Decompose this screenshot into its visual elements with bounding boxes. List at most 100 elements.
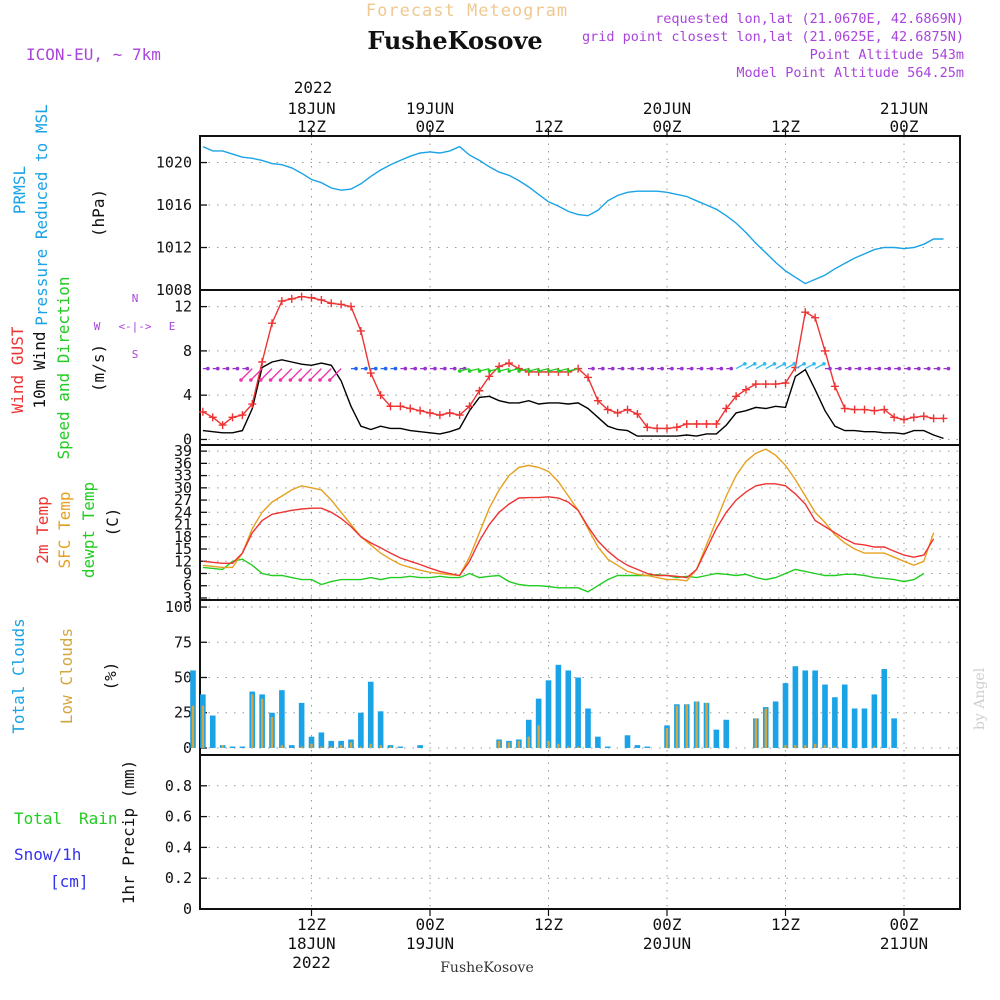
gust-marker [485,372,494,381]
total-cloud-bar [279,690,285,748]
low-cloud-bar [221,745,224,748]
low-cloud-bar [320,746,323,748]
wind-arrow-head [640,366,645,371]
low-cloud-bar [359,746,363,748]
total-cloud-bar [575,677,581,748]
total-cloud-bar [595,736,601,748]
wind-arrow-head [328,378,332,382]
pressure-unit: (hPa) [89,189,108,237]
gust-marker [228,413,237,422]
bottom-time-label: 21JUN [880,934,928,953]
gust-marker [376,391,385,400]
gust-marker [939,414,948,423]
bottom-time-label: 2022 [292,953,331,972]
total-cloud-bar [555,664,562,748]
wind-unit: (m/s) [89,344,108,392]
wind-arrow-head [268,378,273,382]
wind-arrow-head [457,369,462,373]
model-label: ICON-EU, ~ 7km [26,45,161,64]
wind-arrow-head [812,362,816,366]
temperature-ytick-label: 21 [174,516,192,534]
wind-arrow-head [857,366,862,371]
bottom-time-label: 00Z [890,915,919,934]
top-time-label: 12Z [771,117,800,136]
low-cloud-bar [675,705,679,748]
gust-marker [692,419,701,428]
rain-label-total: Total [14,809,62,828]
wind-arrow [299,368,312,381]
wind-arrow-head [660,366,664,371]
t2m-line [202,483,935,579]
gust-marker [248,400,257,409]
wind-arrow-head [752,362,757,366]
total-cloud-bar [891,718,897,748]
wind-arrow-head [729,366,734,371]
top-time-label: 21JUN [880,99,928,118]
low-cloud-bar [201,705,205,748]
gust-marker [811,313,820,322]
dewpoint-line [202,558,925,593]
total-cloud-bar [634,745,641,748]
gust-marker [297,292,306,301]
precipitation-ytick-label: 0.8 [165,777,192,795]
low-cloud-bar [547,740,550,748]
gust-marker [317,295,326,304]
gust-marker [465,402,474,411]
low-cloud-bar [794,745,797,748]
wind-arrow-head [591,366,595,371]
wind-arrow-head [867,366,872,371]
gust-marker [455,411,464,420]
gust-marker [584,373,592,382]
gust-marker [218,421,227,430]
wind-arrow-head [689,366,694,371]
gust-label: Wind GUST [8,326,27,413]
low-cloud-bar [379,745,382,748]
wind-arrow-head [762,362,767,366]
wind-label: 10m Wind [30,331,49,408]
wind-arrow-head [719,366,724,371]
credit-watermark: by Angel [972,667,988,730]
temperature-ytick-label: 18 [174,528,192,546]
temperature-panel-frame [199,444,961,601]
total-cloud-bar [644,746,651,748]
wind-arrow [280,368,293,381]
total-cloud-bar [871,694,878,748]
wind-arrow-head [887,366,892,371]
wind-arrow [270,368,283,381]
total-cloud-bar [535,698,542,748]
wind-arrow-head [413,366,418,371]
temperature-ytick-label: 27 [174,491,192,509]
gust-marker [366,369,375,378]
low-cloud-bar [576,746,580,748]
wind-arrow-head [443,366,447,371]
temperature-ytick-label: 9 [183,564,192,582]
gust-marker [208,413,217,422]
gust-marker [505,359,513,368]
wind-arrow-head [298,378,303,382]
wind-arrow-head [383,366,388,371]
total-cloud-bar [565,670,572,748]
precipitation-ytick-label: 0.6 [165,808,192,826]
gust-marker [653,424,662,433]
total-cloud-bar [841,684,848,748]
top-time-label: 20JUN [643,99,691,118]
wind-arrow-head [507,369,511,373]
total-cloud-bar [802,670,809,748]
total-cloud-bar [822,684,828,748]
wind-ytick-label: 12 [174,298,192,316]
total-cloud-bar [288,745,295,748]
low-cloud-bar [784,745,787,748]
gust-marker [900,415,908,424]
wind-arrow-head [620,366,625,371]
wind-arrow-head [792,362,797,366]
wind-arrow-head [546,369,551,373]
wind-ytick-label: 4 [183,386,192,404]
low-cloud-bar [517,740,521,748]
pressure-label-long: Pressure Reduced to MSL [32,104,51,326]
gust-marker [732,392,741,401]
gust-marker [751,380,760,389]
total-cloud-bar [723,719,730,748]
wind-arrow-head [907,366,911,371]
gust-marker [850,405,859,414]
